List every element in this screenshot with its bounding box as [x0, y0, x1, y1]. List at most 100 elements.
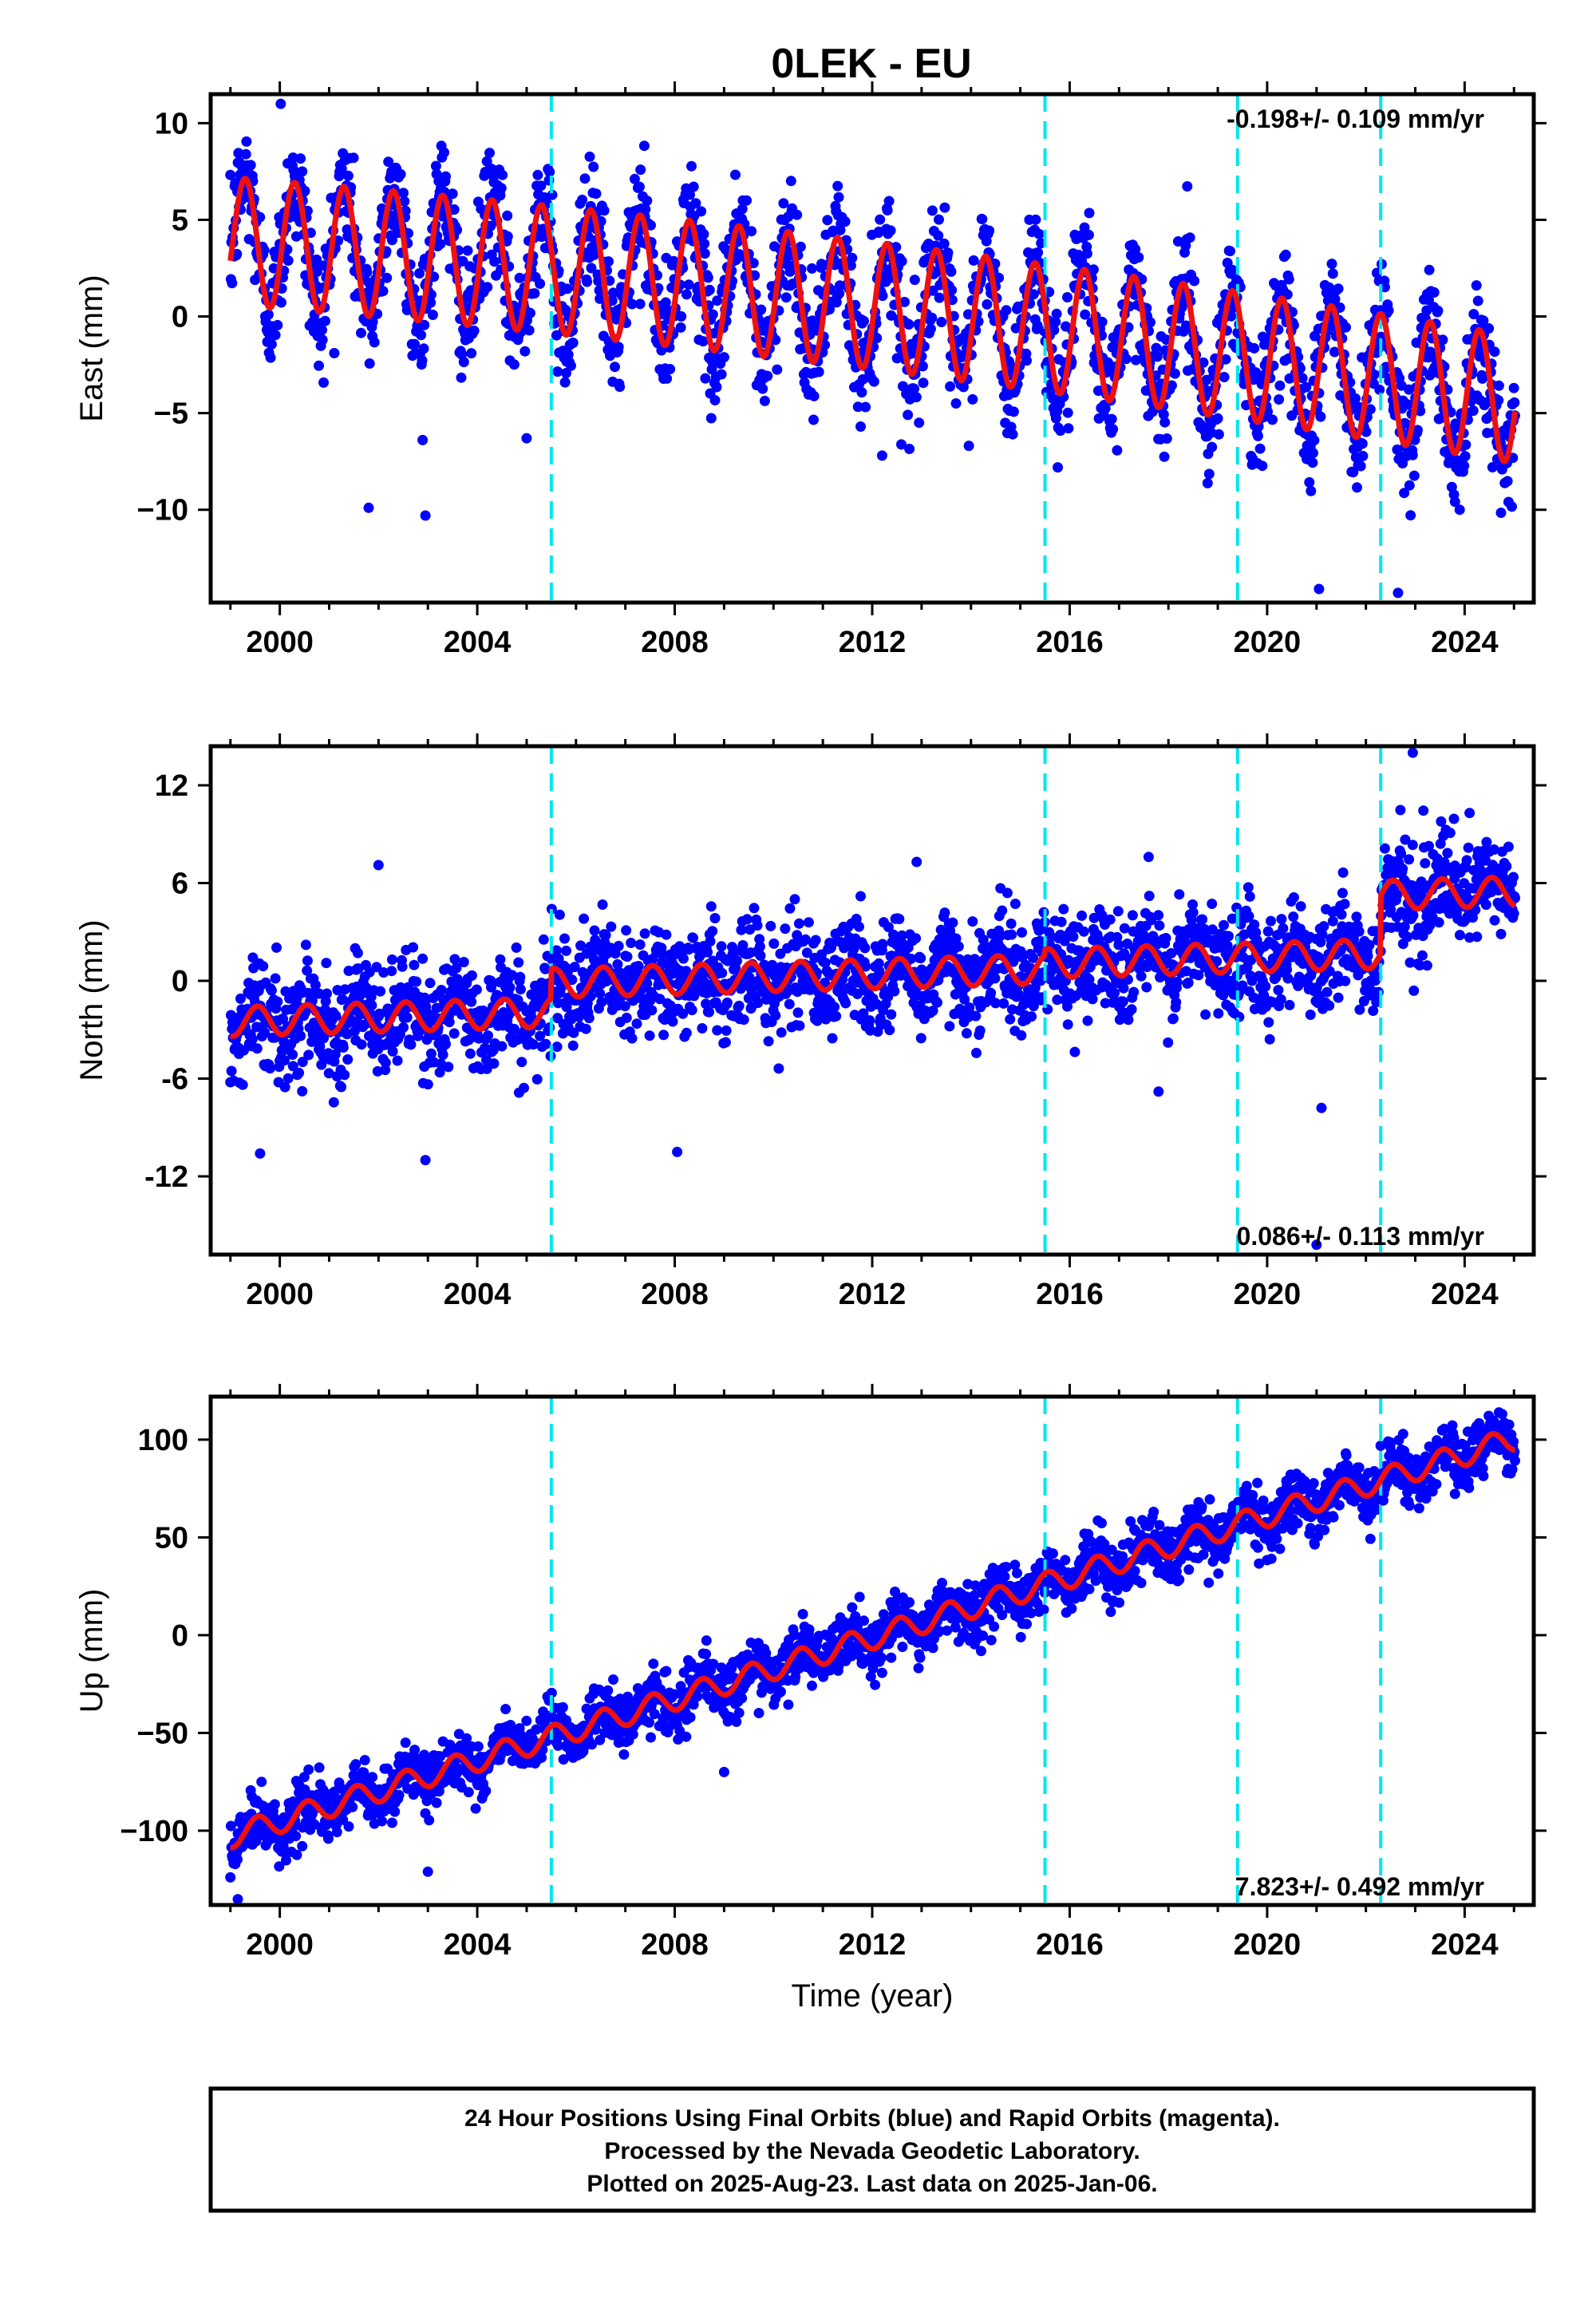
- data-point: [361, 267, 373, 278]
- data-point: [414, 268, 425, 279]
- data-point: [1264, 1034, 1275, 1045]
- data-point: [405, 1039, 417, 1050]
- data-point: [425, 297, 437, 308]
- data-point: [621, 1012, 632, 1023]
- outlier-point: [672, 1146, 683, 1157]
- data-point: [447, 188, 458, 200]
- data-point: [401, 1012, 413, 1023]
- data-point: [634, 939, 646, 951]
- data-point: [974, 1025, 986, 1036]
- x-tick-label: 2016: [1036, 626, 1104, 659]
- data-point: [759, 395, 770, 406]
- data-point: [1244, 891, 1255, 902]
- data-point: [295, 153, 306, 164]
- data-point: [990, 973, 1001, 984]
- data-point: [237, 1079, 248, 1090]
- data-point: [272, 996, 283, 1007]
- data-point: [700, 373, 711, 384]
- data-point: [497, 169, 508, 180]
- data-point: [1493, 380, 1504, 391]
- data-point: [1263, 1017, 1274, 1028]
- data-point: [397, 961, 408, 972]
- data-point: [336, 1081, 347, 1093]
- data-point: [860, 401, 871, 413]
- data-point: [1033, 228, 1045, 239]
- data-point: [1407, 449, 1418, 460]
- data-point: [773, 1063, 784, 1074]
- data-point: [1016, 1030, 1027, 1041]
- data-point: [982, 298, 993, 310]
- observations: [225, 98, 1520, 599]
- data-point: [832, 180, 843, 192]
- data-point: [1266, 915, 1276, 927]
- data-point: [225, 1871, 236, 1883]
- data-point: [566, 360, 576, 371]
- data-point: [945, 381, 956, 392]
- data-point: [1508, 908, 1519, 919]
- data-point: [681, 1027, 692, 1038]
- data-point: [264, 1063, 275, 1074]
- data-point: [482, 282, 493, 293]
- data-point: [1274, 394, 1285, 405]
- data-point: [634, 298, 646, 310]
- data-point: [1305, 1010, 1316, 1020]
- x-tick-label: 2000: [246, 1278, 314, 1311]
- data-point: [408, 942, 419, 953]
- data-point: [958, 381, 969, 393]
- data-point: [871, 333, 883, 344]
- data-point: [1077, 910, 1088, 921]
- observations: [225, 747, 1520, 1251]
- data-point: [1096, 316, 1108, 327]
- data-point: [950, 398, 962, 409]
- data-point: [933, 230, 944, 241]
- data-point: [1153, 910, 1164, 921]
- data-point: [1481, 836, 1492, 848]
- data-point: [1154, 920, 1165, 931]
- data-point: [1136, 970, 1147, 982]
- data-point: [1159, 417, 1171, 428]
- data-point: [1127, 910, 1138, 921]
- y-axis-label: North (mm): [74, 919, 109, 1081]
- data-point: [579, 913, 590, 924]
- data-point: [1056, 916, 1067, 927]
- data-point: [318, 377, 329, 388]
- x-tick-label: 2012: [839, 1278, 907, 1311]
- data-point: [1197, 914, 1208, 925]
- data-point: [1213, 429, 1224, 440]
- data-point: [904, 444, 915, 454]
- data-point: [1050, 316, 1061, 327]
- data-point: [1254, 443, 1266, 454]
- data-point: [1326, 259, 1337, 270]
- outlier-point: [420, 1155, 431, 1166]
- data-point: [515, 984, 526, 995]
- data-point: [1213, 1008, 1224, 1019]
- data-point: [320, 315, 330, 326]
- data-point: [1383, 305, 1394, 316]
- data-point: [531, 1073, 543, 1085]
- data-point: [746, 226, 757, 237]
- data-point: [422, 1079, 433, 1090]
- data-point: [483, 1030, 493, 1041]
- data-point: [1223, 931, 1234, 942]
- data-point: [464, 1048, 476, 1059]
- data-point: [733, 1000, 745, 1011]
- data-point: [855, 891, 866, 902]
- y-tick-label: 0: [172, 301, 188, 334]
- data-point: [1030, 214, 1041, 225]
- data-point: [1260, 981, 1271, 992]
- data-point: [400, 205, 411, 216]
- data-point: [567, 1040, 579, 1051]
- data-point: [458, 357, 469, 368]
- data-point: [1183, 977, 1194, 988]
- data-point: [300, 939, 311, 951]
- data-point: [1408, 985, 1420, 996]
- data-point: [1252, 430, 1263, 441]
- data-point: [686, 160, 697, 172]
- data-point: [770, 334, 781, 346]
- data-point: [1225, 246, 1235, 257]
- data-point: [997, 905, 1008, 916]
- data-point: [580, 1023, 591, 1034]
- data-point: [864, 1015, 875, 1026]
- data-point: [258, 961, 269, 972]
- data-point: [1021, 355, 1032, 366]
